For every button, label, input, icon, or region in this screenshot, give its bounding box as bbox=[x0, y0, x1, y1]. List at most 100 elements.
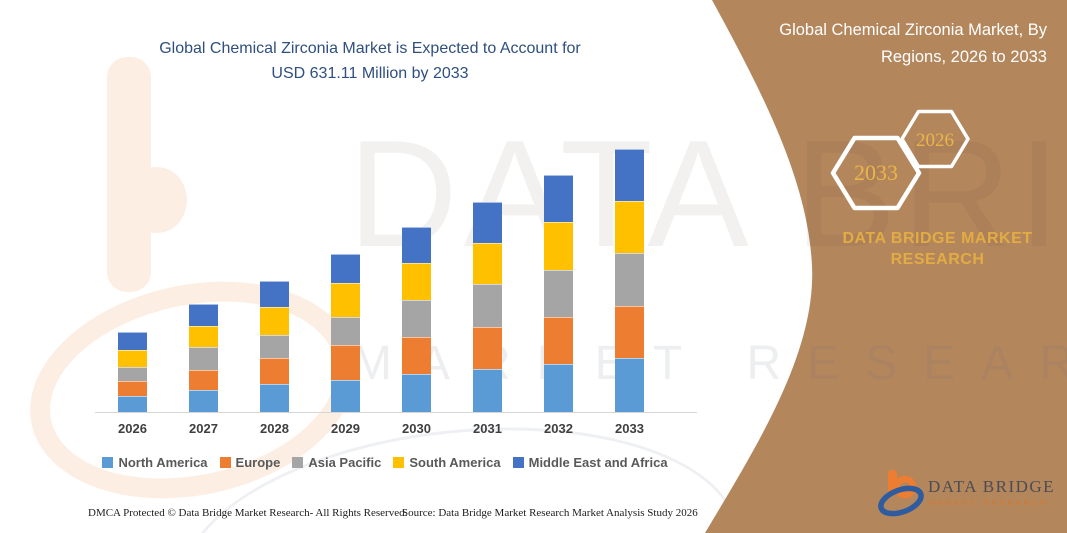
databridge-logo: DATA BRIDGE MARKET RESEARCH bbox=[878, 470, 1055, 517]
bar-segment-middle-east-and-africa-2026 bbox=[118, 332, 147, 350]
bar-segment-middle-east-and-africa-2029 bbox=[331, 253, 360, 283]
chart-title: Global Chemical Zirconia Market is Expec… bbox=[85, 36, 655, 86]
bar-segment-middle-east-and-africa-2027 bbox=[189, 304, 218, 327]
legend-label-middle-east-and-africa: Middle East and Africa bbox=[528, 455, 668, 470]
x-axis-label-2029: 2029 bbox=[331, 421, 360, 436]
bar-segment-south-america-2029 bbox=[331, 282, 360, 317]
chart-title-line1: Global Chemical Zirconia Market is Expec… bbox=[159, 40, 581, 57]
bar-segment-north-america-2026 bbox=[118, 396, 147, 412]
logo-subtitle: MARKET RESEARCH bbox=[929, 498, 1049, 507]
hexagon-2033-label: 2033 bbox=[854, 160, 898, 185]
panel-title: Global Chemical Zirconia Market, By Regi… bbox=[735, 17, 1053, 71]
x-axis-label-2030: 2030 bbox=[402, 421, 431, 436]
bar-segment-south-america-2030 bbox=[402, 263, 431, 300]
bar-segment-south-america-2033 bbox=[615, 201, 644, 253]
bar-stack-2028 bbox=[260, 281, 289, 412]
panel-title-line2: Regions, 2026 to 2033 bbox=[880, 48, 1047, 66]
legend-item-asia-pacific: Asia Pacific bbox=[292, 455, 381, 470]
logo-swoosh bbox=[878, 485, 924, 517]
bar-segment-europe-2026 bbox=[118, 381, 147, 397]
bar-segment-asia-pacific-2033 bbox=[615, 252, 644, 306]
x-axis-label-2031: 2031 bbox=[473, 421, 502, 436]
bar-segment-north-america-2033 bbox=[615, 358, 644, 412]
legend-swatch-south-america bbox=[393, 457, 405, 468]
legend-item-south-america: South America bbox=[393, 455, 501, 470]
bar-segment-europe-2033 bbox=[615, 305, 644, 359]
bar-segment-south-america-2028 bbox=[260, 307, 289, 335]
bar-segment-europe-2029 bbox=[331, 345, 360, 381]
bar-segment-asia-pacific-2026 bbox=[118, 367, 147, 382]
plot-area bbox=[97, 146, 665, 412]
bar-segment-south-america-2026 bbox=[118, 349, 147, 368]
bar-segment-middle-east-and-africa-2030 bbox=[402, 226, 431, 264]
bar-column-2026 bbox=[97, 146, 168, 412]
bar-segment-middle-east-and-africa-2033 bbox=[615, 149, 644, 202]
bar-segment-middle-east-and-africa-2028 bbox=[260, 281, 289, 308]
bar-segment-north-america-2031 bbox=[473, 368, 502, 412]
legend: North America Europe Asia Pacific South Ame… bbox=[85, 455, 685, 470]
panel-title-line1: Global Chemical Zirconia Market, By bbox=[779, 21, 1047, 39]
bar-stack-2027 bbox=[189, 304, 218, 412]
bar-column-2030 bbox=[381, 146, 452, 412]
bar-segment-europe-2027 bbox=[189, 370, 218, 391]
legend-label-south-america: South America bbox=[409, 455, 501, 470]
bar-segment-north-america-2027 bbox=[189, 390, 218, 412]
legend-label-europe: Europe bbox=[235, 455, 281, 470]
legend-swatch-middle-east-and-africa bbox=[512, 457, 524, 468]
bar-segment-asia-pacific-2031 bbox=[473, 283, 502, 328]
chart-title-line2: USD 631.11 Million by 2033 bbox=[271, 65, 469, 82]
x-axis-label-2027: 2027 bbox=[189, 421, 218, 436]
bar-segment-south-america-2032 bbox=[544, 222, 573, 270]
footer-dmca-text: DMCA Protected © Data Bridge Market Rese… bbox=[88, 507, 408, 519]
footer-source-text: Source: Data Bridge Market Research Mark… bbox=[402, 507, 698, 519]
bar-column-2033 bbox=[594, 146, 665, 412]
bar-column-2032 bbox=[523, 146, 594, 412]
bar-segment-europe-2031 bbox=[473, 327, 502, 369]
bar-stack-2029 bbox=[331, 253, 360, 412]
brand-text-line2: RESEARCH bbox=[890, 251, 985, 268]
bar-column-2028 bbox=[239, 146, 310, 412]
bar-segment-north-america-2030 bbox=[402, 374, 431, 412]
bar-stack-2030 bbox=[402, 226, 431, 412]
x-axis-label-2033: 2033 bbox=[615, 421, 644, 436]
legend-swatch-asia-pacific bbox=[292, 457, 304, 468]
x-axis-label-2026: 2026 bbox=[118, 421, 147, 436]
bar-stack-2033 bbox=[615, 149, 644, 412]
x-axis-label-2028: 2028 bbox=[260, 421, 289, 436]
bar-column-2027 bbox=[168, 146, 239, 412]
brand-text: DATA BRIDGE MARKET RESEARCH bbox=[820, 228, 1055, 270]
x-axis-labels: 2026 2027 2028 2029 2030 2031 2032 2033 bbox=[97, 421, 665, 436]
legend-item-north-america: North America bbox=[102, 455, 208, 470]
bar-segment-south-america-2031 bbox=[473, 243, 502, 284]
x-axis-line bbox=[95, 412, 697, 413]
bar-segment-south-america-2027 bbox=[189, 326, 218, 348]
hexagon-year-badges: 2026 2033 bbox=[830, 109, 970, 211]
bar-segment-europe-2032 bbox=[544, 317, 573, 365]
bar-segment-asia-pacific-2030 bbox=[402, 299, 431, 338]
hexagon-2026-label: 2026 bbox=[916, 130, 954, 151]
bar-column-2029 bbox=[310, 146, 381, 412]
bar-segment-asia-pacific-2032 bbox=[544, 269, 573, 318]
bar-segment-asia-pacific-2027 bbox=[189, 347, 218, 371]
bar-column-2031 bbox=[452, 146, 523, 412]
bar-segment-north-america-2028 bbox=[260, 384, 289, 412]
bar-segment-middle-east-and-africa-2032 bbox=[544, 174, 573, 223]
legend-swatch-europe bbox=[219, 457, 231, 468]
bar-stack-2026 bbox=[118, 332, 147, 412]
bar-segment-north-america-2032 bbox=[544, 364, 573, 412]
legend-item-europe: Europe bbox=[219, 455, 281, 470]
bar-segment-asia-pacific-2028 bbox=[260, 334, 289, 358]
bar-segment-north-america-2029 bbox=[331, 380, 360, 412]
legend-swatch-north-america bbox=[102, 457, 114, 468]
bar-stack-2032 bbox=[544, 174, 573, 412]
legend-label-north-america: North America bbox=[118, 455, 208, 470]
x-axis-label-2032: 2032 bbox=[544, 421, 573, 436]
legend-item-middle-east-and-africa: Middle East and Africa bbox=[512, 455, 668, 470]
bar-segment-europe-2028 bbox=[260, 357, 289, 385]
bar-segment-asia-pacific-2029 bbox=[331, 316, 360, 346]
bar-segment-middle-east-and-africa-2031 bbox=[473, 201, 502, 244]
legend-label-asia-pacific: Asia Pacific bbox=[308, 455, 382, 470]
logo-name: DATA BRIDGE bbox=[928, 477, 1055, 496]
bar-stack-2031 bbox=[473, 201, 502, 412]
